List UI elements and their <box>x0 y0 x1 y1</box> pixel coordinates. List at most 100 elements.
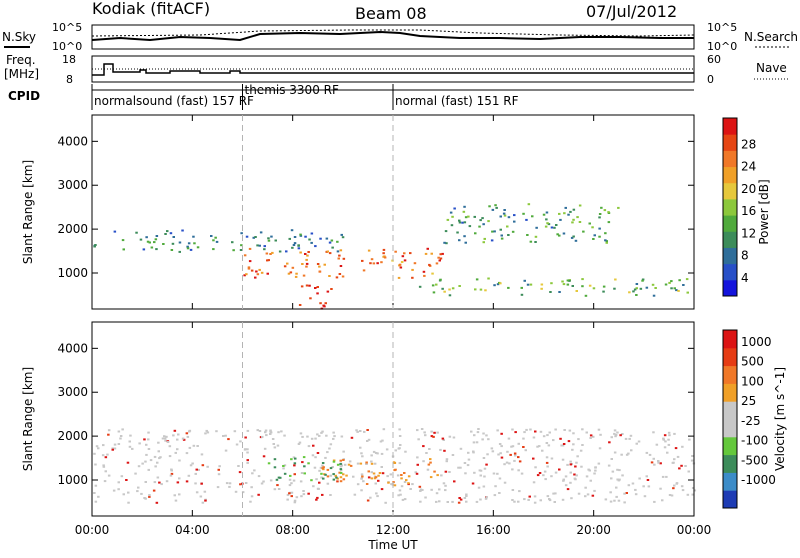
heatmap-cell <box>383 255 386 258</box>
heatmap-cell <box>610 458 613 460</box>
heatmap-cell <box>534 235 538 238</box>
heatmap-cell <box>166 441 170 443</box>
heatmap-cell <box>304 235 307 238</box>
heatmap-cell <box>540 287 543 290</box>
heatmap-cell <box>321 430 324 433</box>
heatmap-cell <box>339 462 342 465</box>
heatmap-cell <box>435 492 439 495</box>
heatmap-cell <box>653 463 656 466</box>
heatmap-cell <box>597 462 601 465</box>
heatmap-cell <box>265 434 268 437</box>
heatmap-cell <box>145 443 148 446</box>
heatmap-cell <box>186 245 189 248</box>
heatmap-cell <box>248 260 252 263</box>
heatmap-cell <box>572 218 575 221</box>
heatmap-cell <box>326 290 330 293</box>
heatmap-cell <box>332 460 336 463</box>
heatmap-cell <box>581 285 584 288</box>
heatmap-cell <box>255 270 258 273</box>
heatmap-cell <box>240 232 243 235</box>
heatmap-cell <box>440 474 443 477</box>
heatmap-cell <box>279 476 282 479</box>
heatmap-cell <box>553 501 556 503</box>
heatmap-cell <box>366 440 369 442</box>
heatmap-cell <box>363 430 366 433</box>
heatmap-cell <box>511 445 515 448</box>
heatmap-cell <box>539 499 542 502</box>
heatmap-cell <box>403 472 406 474</box>
heatmap-cell <box>237 465 240 467</box>
colorbar-tick-label: 25 <box>741 394 756 408</box>
heatmap-cell <box>325 237 329 240</box>
heatmap-cell <box>569 210 572 213</box>
heatmap-cell <box>111 448 114 451</box>
heatmap-cell <box>181 437 185 440</box>
heatmap-cell <box>416 456 419 459</box>
heatmap-cell <box>661 499 664 502</box>
heatmap-cell <box>353 493 357 496</box>
heatmap-cell <box>535 226 538 229</box>
heatmap-cell <box>170 469 173 472</box>
colorbar-tick-label: 16 <box>741 204 756 218</box>
heatmap-cell <box>275 478 279 481</box>
heatmap-cell <box>401 498 405 501</box>
heatmap-cell <box>273 466 277 469</box>
heatmap-cell <box>362 480 365 483</box>
heatmap-cell <box>374 482 377 485</box>
heatmap-cell <box>222 435 225 437</box>
heatmap-cell <box>389 473 393 476</box>
heatmap-cell <box>336 240 339 243</box>
heatmap-cell <box>376 262 379 265</box>
heatmap-cell <box>493 284 496 287</box>
heatmap-cell <box>326 451 329 454</box>
heatmap-cell <box>609 500 613 503</box>
heatmap-cell <box>470 430 473 433</box>
heatmap-cell <box>506 225 509 228</box>
heatmap-cell <box>520 286 523 289</box>
heatmap-cell <box>238 471 242 474</box>
heatmap-cell <box>276 444 280 447</box>
heatmap-cell <box>635 283 639 285</box>
heatmap-cell <box>529 240 533 243</box>
heatmap-cell <box>117 481 120 484</box>
heatmap-cell <box>375 492 378 495</box>
heatmap-cell <box>263 248 266 251</box>
heatmap-cell <box>205 429 208 432</box>
nsearch-label: N.Search <box>744 30 798 44</box>
heatmap-cell <box>686 493 690 496</box>
heatmap-cell <box>301 435 304 438</box>
heatmap-cell <box>575 461 578 464</box>
heatmap-cell <box>297 244 300 247</box>
heatmap-cell <box>550 226 554 229</box>
heatmap-cell <box>526 283 530 286</box>
heatmap-cell <box>498 477 502 480</box>
heatmap-cell <box>125 479 128 481</box>
colorbar-segment <box>723 419 737 438</box>
heatmap-cell <box>546 222 549 225</box>
heatmap-cell <box>195 491 199 494</box>
nave-tick-top: 60 <box>707 53 721 66</box>
heatmap-cell <box>638 477 641 480</box>
heatmap-cell <box>438 259 441 262</box>
heatmap-cell <box>339 471 343 474</box>
heatmap-cell <box>483 467 487 470</box>
heatmap-cell <box>104 456 108 459</box>
heatmap-cell <box>588 284 592 287</box>
colorbar-segment <box>723 118 737 135</box>
heatmap-cell <box>290 229 294 232</box>
heatmap-cell <box>418 285 422 288</box>
heatmap-cell <box>107 433 110 436</box>
heatmap-cell <box>629 434 633 437</box>
heatmap-cell <box>594 466 597 469</box>
colorbar-segment <box>723 215 737 232</box>
heatmap-cell <box>322 477 325 480</box>
heatmap-cell <box>419 500 422 503</box>
heatmap-cell <box>394 250 397 253</box>
heatmap-cell <box>482 485 486 488</box>
heatmap-cell <box>545 456 549 459</box>
heatmap-cell <box>315 498 318 501</box>
heatmap-cell <box>474 288 477 291</box>
heatmap-cell <box>144 481 147 483</box>
heatmap-cell <box>277 431 280 434</box>
heatmap-cell <box>332 473 335 476</box>
